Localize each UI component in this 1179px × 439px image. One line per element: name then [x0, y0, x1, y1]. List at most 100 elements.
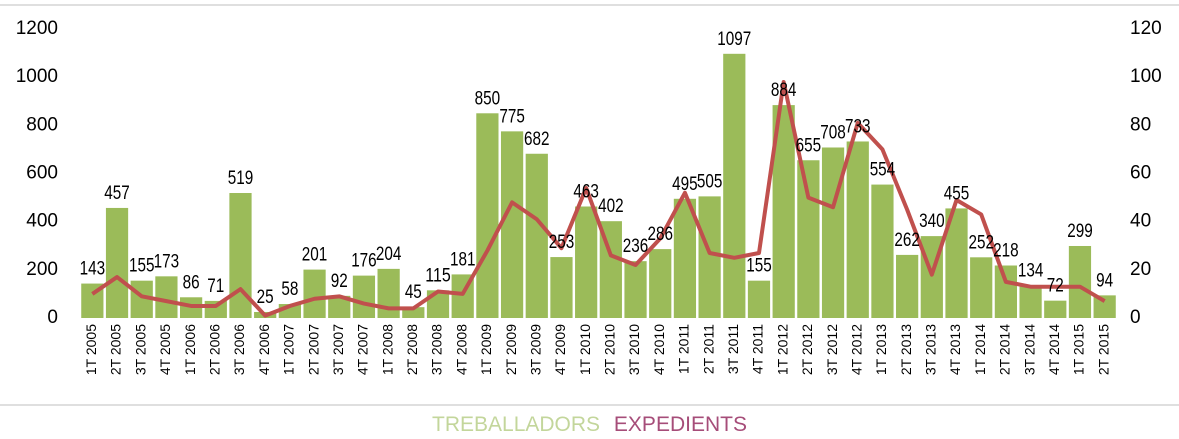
x-tick-label: 2T 2006 — [207, 324, 223, 375]
x-tick-label: 2T 2009 — [503, 324, 519, 375]
data-label: 155 — [129, 256, 155, 277]
data-label: 204 — [376, 244, 402, 265]
x-tick-label: 4T 2014 — [1046, 324, 1062, 375]
x-tick-label: 3T 2008 — [429, 324, 445, 375]
chart: 0 200 400 600 800 1000 1200 0 20 40 60 80 100 120 1T 2… — [0, 4, 1179, 406]
y-tick-label: 1000 — [16, 66, 58, 87]
data-label: 463 — [573, 182, 599, 203]
data-label: 218 — [993, 241, 1019, 262]
data-label: 253 — [549, 232, 575, 253]
data-label: 45 — [405, 282, 422, 303]
x-tick-label: 2T 2005 — [108, 324, 124, 375]
y2-tick-label: 100 — [1130, 66, 1162, 87]
y-tick-label: 400 — [26, 211, 58, 232]
x-tick-label: 1T 2008 — [379, 324, 395, 375]
bar — [575, 206, 598, 318]
y2-tick-label: 80 — [1130, 114, 1151, 135]
data-label: 340 — [919, 211, 945, 232]
data-label: 236 — [623, 236, 649, 257]
x-tick-label: 4T 2013 — [947, 324, 963, 375]
bar — [698, 196, 721, 318]
y2-tick-label: 40 — [1130, 211, 1151, 232]
data-label: 554 — [870, 160, 896, 181]
data-label: 505 — [697, 171, 723, 192]
x-tick-label: 1T 2010 — [577, 324, 593, 375]
data-label: 708 — [820, 123, 846, 144]
x-tick-label: 3T 2006 — [231, 324, 247, 375]
data-label: 155 — [746, 256, 772, 277]
bar — [747, 280, 771, 318]
x-tick-label: 4T 2006 — [256, 324, 272, 375]
data-label: 519 — [228, 168, 254, 189]
data-label: 92 — [331, 271, 348, 292]
x-tick-label: 1T 2014 — [972, 324, 988, 375]
bar — [772, 105, 795, 318]
data-label: 733 — [845, 116, 871, 137]
data-label: 884 — [771, 80, 797, 101]
bar — [352, 275, 376, 318]
x-tick-label: 2T 2007 — [305, 324, 321, 375]
bar — [105, 207, 129, 318]
data-label: 850 — [475, 88, 501, 109]
bar — [500, 131, 524, 318]
x-tick-label: 1T 2012 — [774, 324, 790, 375]
x-tick-label: 4T 2005 — [157, 324, 173, 375]
bar — [797, 160, 820, 318]
bar — [821, 147, 845, 318]
bar — [550, 257, 573, 318]
data-label: 143 — [80, 259, 106, 280]
x-tick-label: 4T 2011 — [750, 324, 766, 374]
bar — [945, 208, 968, 318]
x-tick-label: 4T 2012 — [848, 324, 864, 375]
data-label: 1097 — [717, 29, 751, 50]
x-tick-label: 4T 2008 — [453, 324, 469, 375]
x-tick-label: 2T 2008 — [404, 324, 420, 375]
data-label: 775 — [499, 106, 525, 127]
y-tick-label: 600 — [26, 163, 58, 184]
bar — [229, 193, 252, 318]
y2-tick-label: 0 — [1130, 307, 1141, 328]
x-tick-label: 4T 2007 — [355, 324, 371, 375]
y2-tick-label: 20 — [1130, 259, 1151, 280]
x-tick-label: 3T 2014 — [1021, 324, 1037, 375]
data-label: 173 — [154, 251, 180, 272]
legend: TREBALLADORS EXPEDIENTS — [0, 413, 1179, 437]
x-tick-label: 3T 2011 — [725, 324, 741, 374]
bar — [377, 268, 400, 318]
bar — [896, 254, 919, 318]
bar — [970, 257, 993, 318]
x-tick-label: 1T 2011 — [676, 324, 692, 374]
data-label: 455 — [944, 183, 970, 204]
data-label: 181 — [450, 249, 476, 270]
bar — [1019, 285, 1042, 318]
x-tick-label: 2T 2013 — [898, 324, 914, 375]
x-tick-label: 1T 2005 — [83, 324, 99, 375]
x-tick-label: 2T 2012 — [799, 324, 815, 375]
x-tick-label: 1T 2015 — [1071, 324, 1087, 375]
y2-tick-label: 120 — [1130, 18, 1162, 39]
x-tick-label: 2T 2011 — [700, 324, 716, 374]
bar — [204, 300, 227, 318]
x-tick-label: 3T 2005 — [132, 324, 148, 375]
bar — [1044, 300, 1067, 318]
y-tick-label: 800 — [26, 114, 58, 135]
x-tick-label: 1T 2006 — [182, 324, 198, 375]
y-tick-label: 1200 — [16, 18, 58, 39]
data-label: 457 — [104, 183, 130, 204]
y2-tick-label: 60 — [1130, 163, 1151, 184]
legend-entry: TREBALLADORS — [432, 413, 601, 436]
x-tick-label: 4T 2009 — [552, 324, 568, 375]
bar — [1068, 245, 1092, 318]
x-tick-label: 3T 2013 — [923, 324, 939, 375]
legend-entry: EXPEDIENTS — [613, 413, 747, 436]
data-label: 286 — [647, 224, 673, 245]
x-tick-label: 3T 2012 — [824, 324, 840, 375]
y-tick-label: 0 — [47, 307, 58, 328]
bar — [1093, 295, 1116, 318]
x-tick-label: 1T 2013 — [873, 324, 889, 375]
bar — [624, 261, 647, 318]
data-label: 655 — [796, 135, 822, 156]
bar — [155, 276, 178, 318]
data-label: 134 — [1018, 261, 1044, 282]
data-label: 402 — [598, 196, 624, 217]
